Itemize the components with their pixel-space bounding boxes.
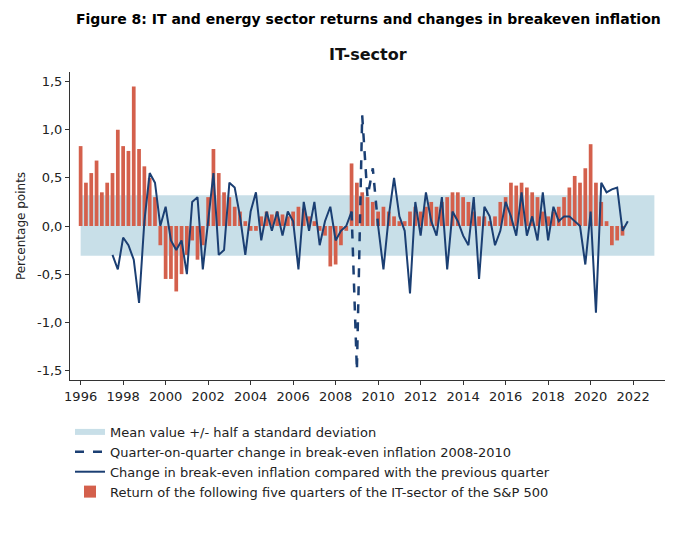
svg-text:2022: 2022	[617, 389, 650, 404]
svg-text:Change in break-even inflation: Change in break-even inflation compared …	[110, 465, 550, 480]
svg-text:2002: 2002	[192, 389, 225, 404]
svg-text:IT-sector: IT-sector	[329, 45, 407, 64]
svg-text:2020: 2020	[574, 389, 607, 404]
svg-text:Mean value +/- half a standard: Mean value +/- half a standard deviation	[110, 425, 376, 440]
svg-text:Figure 8: IT and energy sector: Figure 8: IT and energy sector returns a…	[76, 11, 661, 27]
svg-text:2014: 2014	[447, 389, 480, 404]
svg-text:Return of the following five q: Return of the following five quarters of…	[110, 485, 548, 500]
svg-text:2018: 2018	[532, 389, 565, 404]
svg-text:-0,5: -0,5	[37, 267, 62, 282]
svg-text:1996: 1996	[64, 389, 97, 404]
svg-text:0,5: 0,5	[42, 170, 63, 185]
svg-text:-1,0: -1,0	[37, 315, 62, 330]
svg-text:2008: 2008	[319, 389, 352, 404]
svg-text:2016: 2016	[489, 389, 522, 404]
svg-text:2012: 2012	[404, 389, 437, 404]
svg-text:2004: 2004	[234, 389, 267, 404]
svg-text:2006: 2006	[277, 389, 310, 404]
svg-text:0,0: 0,0	[42, 219, 63, 234]
svg-text:Quarter-on-quarter change in b: Quarter-on-quarter change in break-even …	[110, 445, 511, 460]
svg-text:1,5: 1,5	[42, 74, 63, 89]
svg-text:1,0: 1,0	[42, 122, 63, 137]
svg-text:1998: 1998	[107, 389, 140, 404]
svg-text:2010: 2010	[362, 389, 395, 404]
svg-text:-1,5: -1,5	[37, 363, 62, 378]
svg-text:Percentage points: Percentage points	[14, 172, 28, 280]
svg-text:2000: 2000	[149, 389, 182, 404]
